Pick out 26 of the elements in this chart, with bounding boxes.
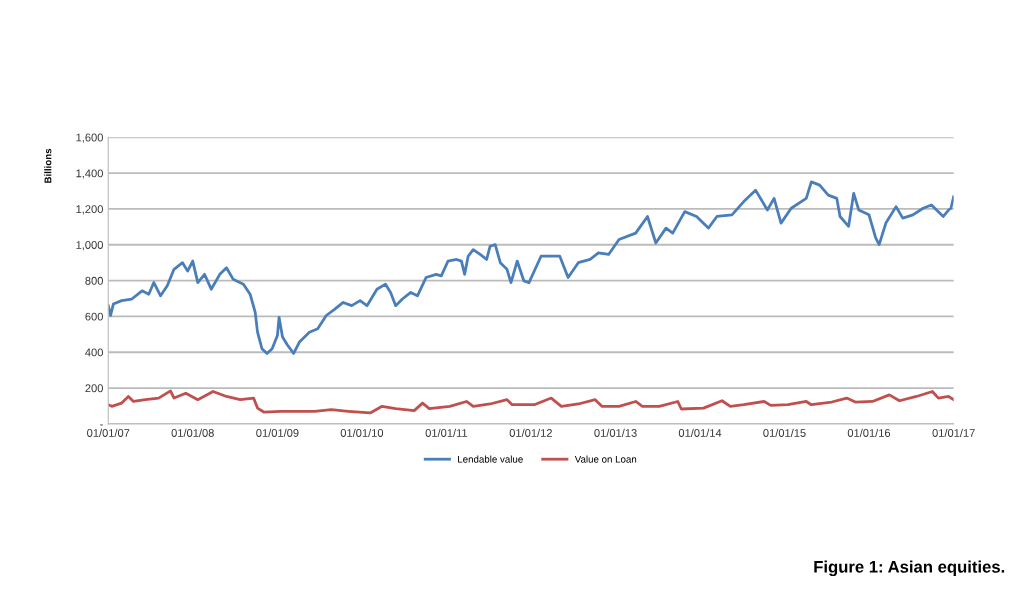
line-series (108, 389, 954, 415)
y-tick-label: 600 (85, 312, 103, 321)
y-tick-label: 1,200 (76, 205, 103, 215)
line-series (108, 180, 954, 355)
x-tick-label: 01/01/07 (87, 428, 130, 437)
y-tick-label: - (100, 424, 103, 426)
legend-label: Lendable value (458, 455, 523, 463)
x-tick-label: 01/01/14 (678, 428, 722, 437)
x-tick-label: 01/01/16 (847, 428, 891, 437)
y-tick-label: 1,400 (76, 169, 103, 179)
y-tick-label: 1,600 (76, 133, 103, 143)
x-tick-label: 01/01/13 (594, 428, 637, 437)
y-tick-label: 400 (85, 348, 103, 357)
y-axis-title: Billions (44, 148, 52, 183)
y-tick-label: 800 (85, 276, 103, 285)
y-tick-label: 200 (85, 384, 103, 393)
legend-label: Value on Loan (574, 455, 637, 463)
x-tick-label: 01/01/08 (171, 428, 214, 437)
x-tick-label: 01/01/12 (509, 428, 552, 437)
x-tick-label: 01/01/17 (932, 428, 975, 437)
y-tick-label: 1,000 (76, 241, 103, 251)
x-tick-label: 01/01/15 (763, 428, 806, 437)
x-tick-label: 01/01/09 (256, 428, 299, 437)
x-tick-label: 01/01/10 (340, 428, 384, 437)
x-tick-label: 01/01/11 (425, 428, 468, 437)
caption: Figure 1: Asian equities. (814, 560, 1005, 577)
